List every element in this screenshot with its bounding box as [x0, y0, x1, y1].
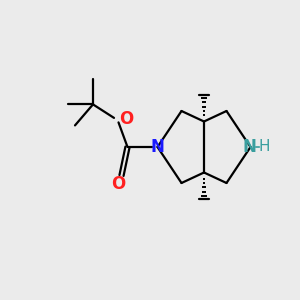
Text: O: O: [119, 110, 133, 128]
Text: N: N: [151, 138, 164, 156]
Text: N: N: [242, 138, 256, 156]
Text: O: O: [111, 175, 126, 193]
Text: H: H: [258, 139, 270, 154]
